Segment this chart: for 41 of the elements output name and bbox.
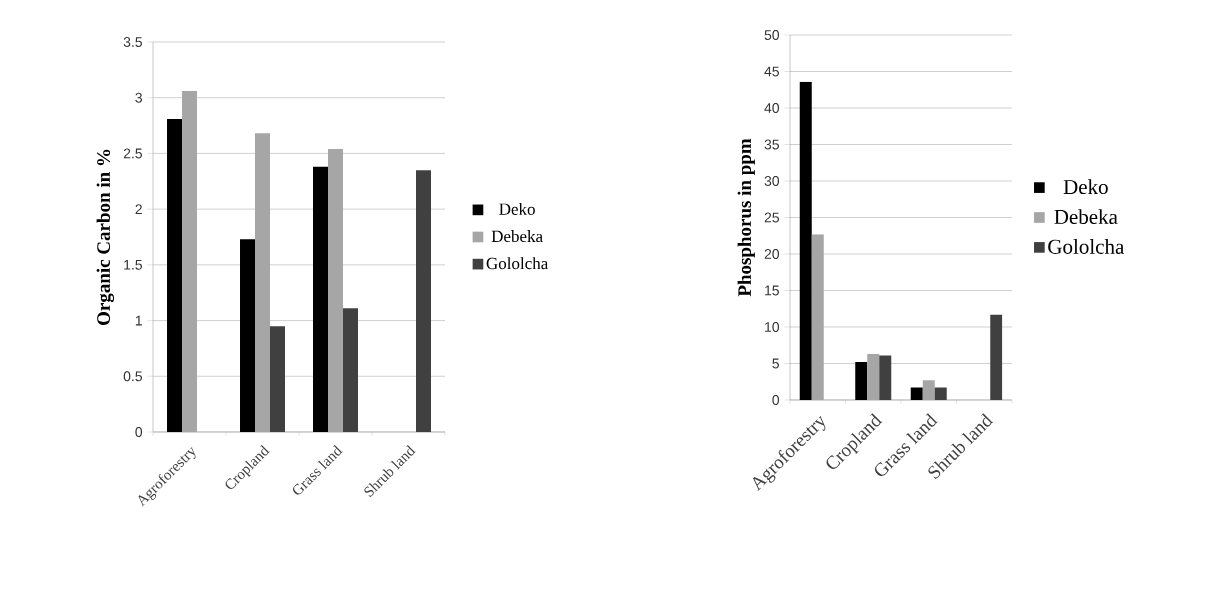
y-tick-label: 45 — [764, 66, 780, 77]
legend-label: Debeka — [1054, 209, 1118, 224]
bar — [855, 362, 868, 400]
y-tick-label: 30 — [764, 176, 780, 186]
y-tick-label: 3.5 — [123, 37, 143, 47]
bar — [867, 354, 880, 400]
y-axis-title: Organic Carbon in % — [96, 149, 115, 326]
legend-label: Deko — [499, 202, 535, 215]
y-tick-label: 1 — [135, 315, 142, 326]
bar — [313, 166, 328, 432]
bar — [416, 170, 431, 432]
y-tick-label: 5 — [772, 358, 780, 369]
bar — [167, 118, 183, 432]
bar — [270, 326, 286, 432]
y-tick-label: 10 — [765, 322, 780, 332]
y-tick-label: 0.5 — [123, 371, 143, 382]
y-tick-label: 0 — [135, 427, 143, 437]
legend-label: Gololcha — [486, 257, 549, 270]
y-tick-label: 35 — [764, 139, 780, 150]
bar — [240, 239, 256, 432]
bar — [910, 387, 923, 400]
bar — [922, 380, 935, 400]
y-tick-label: 2 — [135, 204, 142, 215]
y-tick-label: 1.5 — [124, 259, 143, 270]
y-tick-label: 50 — [764, 30, 780, 40]
bar — [343, 308, 358, 432]
legend-label: Debeka — [491, 230, 543, 243]
y-tick-label: 25 — [764, 212, 780, 223]
bar — [799, 81, 812, 400]
bar — [934, 387, 947, 400]
bar — [990, 314, 1003, 400]
y-tick-label: 0 — [772, 395, 780, 405]
y-tick-label: 40 — [764, 103, 780, 113]
y-tick-label: 15 — [765, 285, 780, 296]
legend-label: Deko — [1063, 179, 1108, 195]
y-tick-label: 2.5 — [123, 148, 143, 159]
y-axis-title: Phosphorus in ppm — [737, 138, 755, 297]
y-tick-label: 3 — [135, 92, 142, 103]
y-tick-label: 20 — [764, 249, 780, 259]
legend-label: Gololcha — [1048, 239, 1125, 254]
bar — [879, 355, 892, 400]
